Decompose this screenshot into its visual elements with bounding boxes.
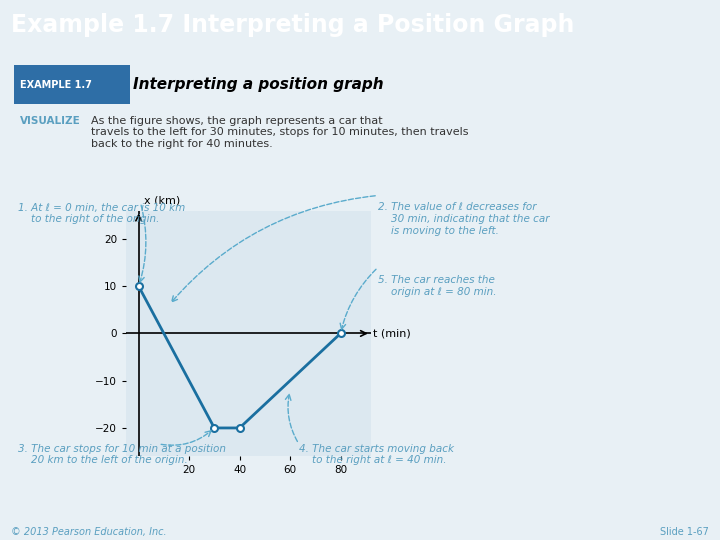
Text: t (min): t (min) xyxy=(374,328,411,339)
Text: Slide 1-67: Slide 1-67 xyxy=(660,527,709,537)
Text: 3. The car stops for 10 min at a position
    20 km to the left of the origin.: 3. The car stops for 10 min at a positio… xyxy=(18,444,226,465)
Text: 1. At ℓ = 0 min, the car is 10 km
    to the right of the origin.: 1. At ℓ = 0 min, the car is 10 km to the… xyxy=(18,202,185,224)
Text: 4. The car starts moving back
    to the right at ℓ = 40 min.: 4. The car starts moving back to the rig… xyxy=(299,444,454,465)
Text: 5. The car reaches the
    origin at ℓ = 80 min.: 5. The car reaches the origin at ℓ = 80 … xyxy=(378,275,497,297)
Text: EXAMPLE 1.7: EXAMPLE 1.7 xyxy=(20,80,91,90)
Text: 2. The value of ℓ decreases for
    30 min, indicating that the car
    is movin: 2. The value of ℓ decreases for 30 min, … xyxy=(378,202,549,235)
Text: VISUALIZE: VISUALIZE xyxy=(20,116,81,126)
Text: © 2013 Pearson Education, Inc.: © 2013 Pearson Education, Inc. xyxy=(11,527,166,537)
Text: x (km): x (km) xyxy=(144,196,180,206)
FancyBboxPatch shape xyxy=(14,65,130,104)
Text: Example 1.7 Interpreting a Position Graph: Example 1.7 Interpreting a Position Grap… xyxy=(11,13,574,37)
Text: As the figure shows, the graph represents a car that
travels to the left for 30 : As the figure shows, the graph represent… xyxy=(91,116,469,149)
Text: Interpreting a position graph: Interpreting a position graph xyxy=(133,77,384,92)
